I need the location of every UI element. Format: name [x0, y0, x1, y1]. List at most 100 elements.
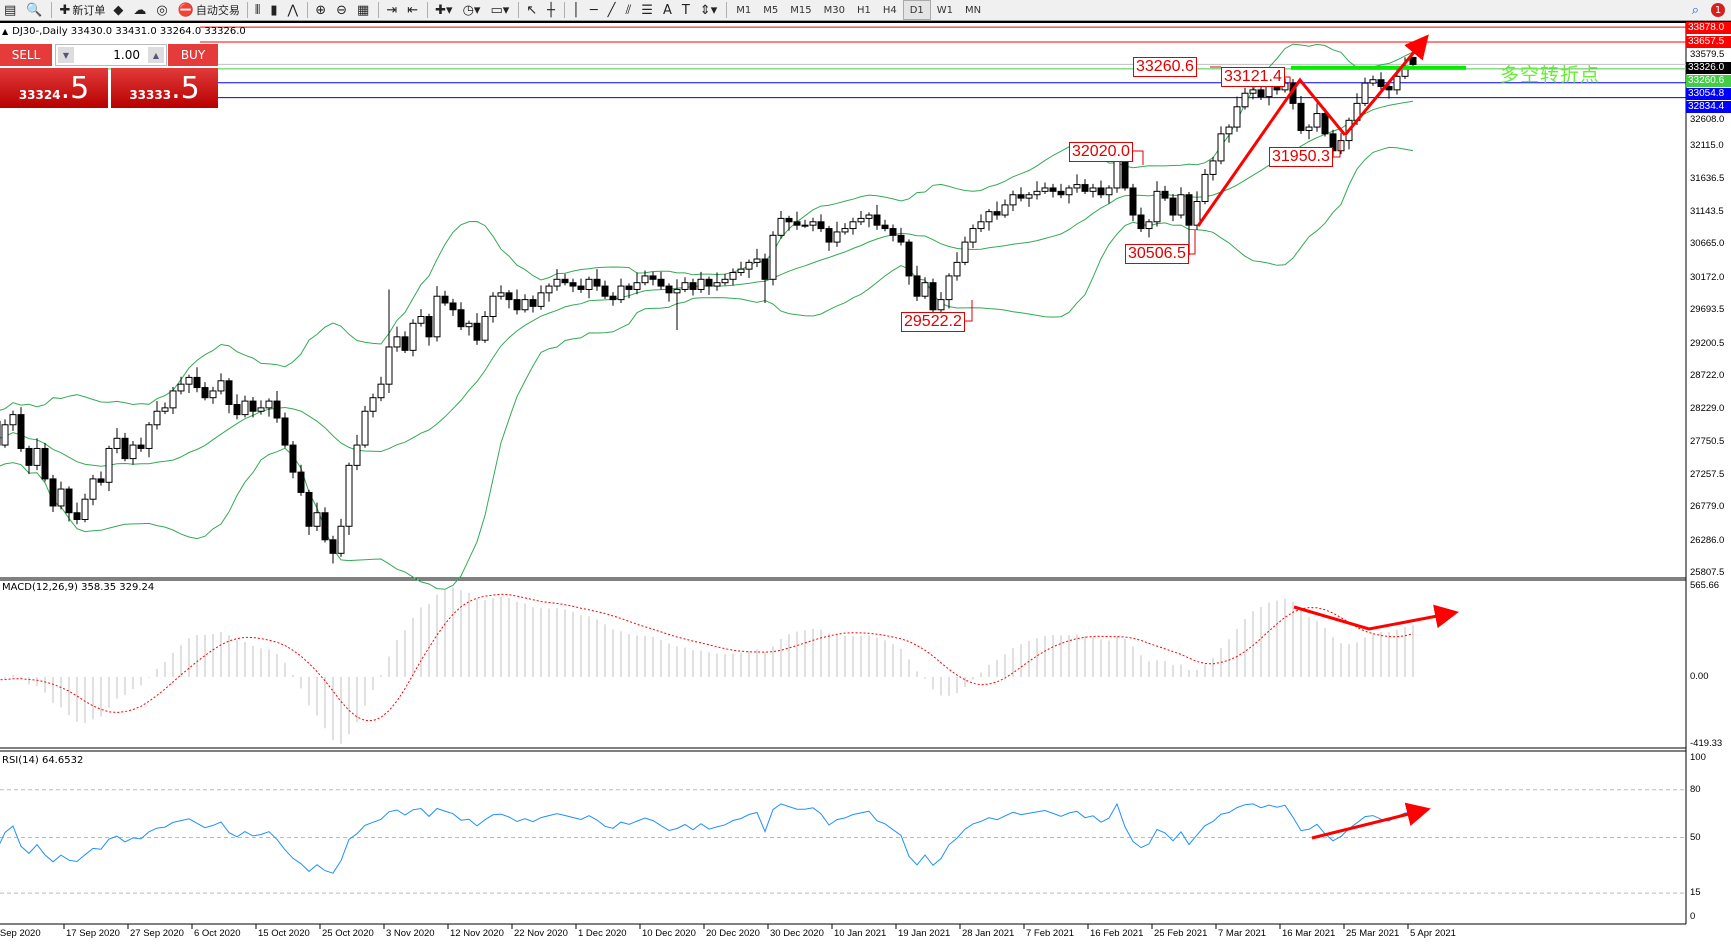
bearish-candle [289, 444, 297, 473]
annotation-label[interactable]: 32020.0 [1069, 142, 1133, 162]
annotation-label[interactable]: 31950.3 [1269, 147, 1333, 167]
timeframe-h4[interactable]: H4 [882, 4, 897, 16]
bullish-candle [169, 390, 177, 409]
vertical-line-icon[interactable]: │ [568, 1, 586, 19]
bearish-candle [137, 444, 145, 449]
collapse-triangle-icon[interactable]: ▲ [2, 27, 9, 36]
bullish-candle [393, 336, 401, 348]
price-tick-label: 30172.0 [1690, 271, 1725, 283]
bearish-candle [1329, 133, 1337, 152]
bar-chart-icon[interactable]: ⫴ [251, 1, 266, 19]
timeframe-m30[interactable]: M30 [823, 4, 845, 16]
bullish-candle [33, 447, 41, 466]
annotation-label[interactable]: 30506.5 [1125, 244, 1189, 264]
macd-tick-label: 565.66 [1690, 580, 1720, 591]
zoom-in-icon[interactable]: ⊕ [311, 1, 332, 19]
auto-scroll-icon[interactable]: ⇥ [382, 1, 403, 19]
price-tick-label: 27257.5 [1690, 469, 1725, 480]
bearish-candle [473, 322, 481, 341]
bullish-candle [1369, 79, 1377, 84]
text-label-icon[interactable]: T [678, 1, 696, 19]
search-icon[interactable]: ⌕ [1691, 2, 1699, 18]
lot-size-stepper[interactable]: ▼ 1.00 ▲ [55, 44, 167, 66]
fibonacci-icon[interactable]: ☰ [637, 1, 659, 19]
text-icon[interactable]: A [659, 1, 678, 19]
bullish-candle [81, 498, 89, 520]
annotation-label[interactable]: 29522.2 [901, 312, 965, 332]
sell-button[interactable]: SELL [0, 44, 52, 66]
toolbar-separator [427, 2, 429, 18]
arrows-icon: ⇕▾ [699, 2, 718, 18]
crosshair-icon[interactable]: ┼ [543, 1, 561, 19]
buy-price-button[interactable]: 33333.5 [111, 68, 218, 108]
toolbar-separator [726, 2, 728, 18]
bullish-candle [841, 228, 849, 233]
rsi-arrow [1311, 802, 1431, 840]
signals-icon[interactable]: ◎ [152, 1, 173, 19]
line-chart-icon[interactable]: ⋀ [284, 1, 305, 19]
timeframe-m1[interactable]: M1 [736, 4, 752, 16]
timeframe-w1[interactable]: W1 [936, 4, 954, 16]
bearish-candle [601, 285, 609, 297]
cursor-icon[interactable]: ↖ [522, 1, 543, 19]
navigator-icon[interactable]: ☁ [129, 1, 152, 19]
timeframe-mn[interactable]: MN [965, 4, 982, 16]
horizontal-line-icon[interactable]: ─ [586, 1, 604, 19]
annotation-label[interactable]: 33260.6 [1133, 57, 1197, 77]
bearish-candle [281, 417, 289, 446]
bearish-candle [569, 282, 577, 287]
macd-arrow [1293, 604, 1459, 631]
notification-badge[interactable]: 1 [1711, 3, 1725, 17]
indicators-icon[interactable]: ✚▾ [431, 1, 458, 19]
chart-window-icon[interactable]: ▤ [0, 1, 22, 19]
new-order-button[interactable]: ✚ 新订单 [55, 1, 109, 19]
date-label: 6 Oct 2020 [194, 928, 241, 939]
chart-shift-icon[interactable]: ⇤ [403, 1, 424, 19]
templates-icon[interactable]: ▭▾ [486, 1, 515, 19]
toolbar-separator [307, 2, 309, 18]
annotation-label[interactable]: 33121.4 [1221, 67, 1285, 87]
candlestick-icon[interactable]: ▮ [266, 1, 283, 19]
rsi-tick-label: 0 [1690, 911, 1696, 922]
zoom-chart-icon[interactable]: 🔍 [22, 1, 48, 19]
periods-icon[interactable]: ◷▾ [459, 1, 487, 19]
buy-button[interactable]: BUY [168, 44, 218, 66]
bullish-candle [57, 488, 65, 507]
bearish-candle [761, 258, 769, 280]
arrows-icon[interactable]: ⇕▾ [696, 1, 723, 19]
bullish-candle [953, 261, 961, 277]
vertical-line-icon: │ [571, 2, 580, 18]
bullish-candle [489, 295, 497, 318]
bullish-candle [977, 221, 985, 230]
price-tick-label: 25807.5 [1690, 567, 1725, 579]
date-label: 16 Feb 2021 [1090, 928, 1144, 939]
bearish-candle [817, 221, 825, 230]
timeframe-m5[interactable]: M5 [763, 4, 779, 16]
bullish-candle [729, 272, 737, 280]
lot-size-input[interactable]: 1.00 [113, 48, 140, 62]
reversal-point-note[interactable]: 多空转折点 [1500, 64, 1601, 86]
candlestick-icon: ▮ [270, 2, 278, 18]
bullish-candle [313, 512, 321, 527]
bullish-candle [481, 316, 489, 341]
zoom-out-icon[interactable]: ⊖ [332, 1, 353, 19]
tile-windows-icon[interactable]: ▦ [353, 1, 375, 19]
bullish-candle [1217, 133, 1225, 162]
decrease-lot-icon[interactable]: ▼ [58, 47, 74, 63]
sell-price-button[interactable]: 33324.5 [0, 68, 108, 108]
bullish-candle [545, 285, 553, 294]
trendline-icon[interactable]: ╱ [604, 1, 622, 19]
rsi-tick-label: 100 [1690, 752, 1706, 763]
timeframe-d1[interactable]: D1 [902, 0, 931, 20]
bearish-candle [1121, 157, 1129, 189]
market-watch-icon[interactable]: ◆ [109, 1, 129, 19]
bearish-candle [785, 217, 793, 223]
increase-lot-icon[interactable]: ▲ [148, 47, 164, 63]
date-label: 25 Feb 2021 [1154, 928, 1208, 939]
equidistant-channel-icon[interactable]: ⫽ [621, 1, 637, 19]
timeframe-h1[interactable]: H1 [856, 4, 871, 16]
auto-trading-button[interactable]: ⛔ 自动交易 [174, 1, 244, 19]
timeframe-m15[interactable]: M15 [790, 4, 812, 16]
bullish-candle [113, 437, 121, 449]
